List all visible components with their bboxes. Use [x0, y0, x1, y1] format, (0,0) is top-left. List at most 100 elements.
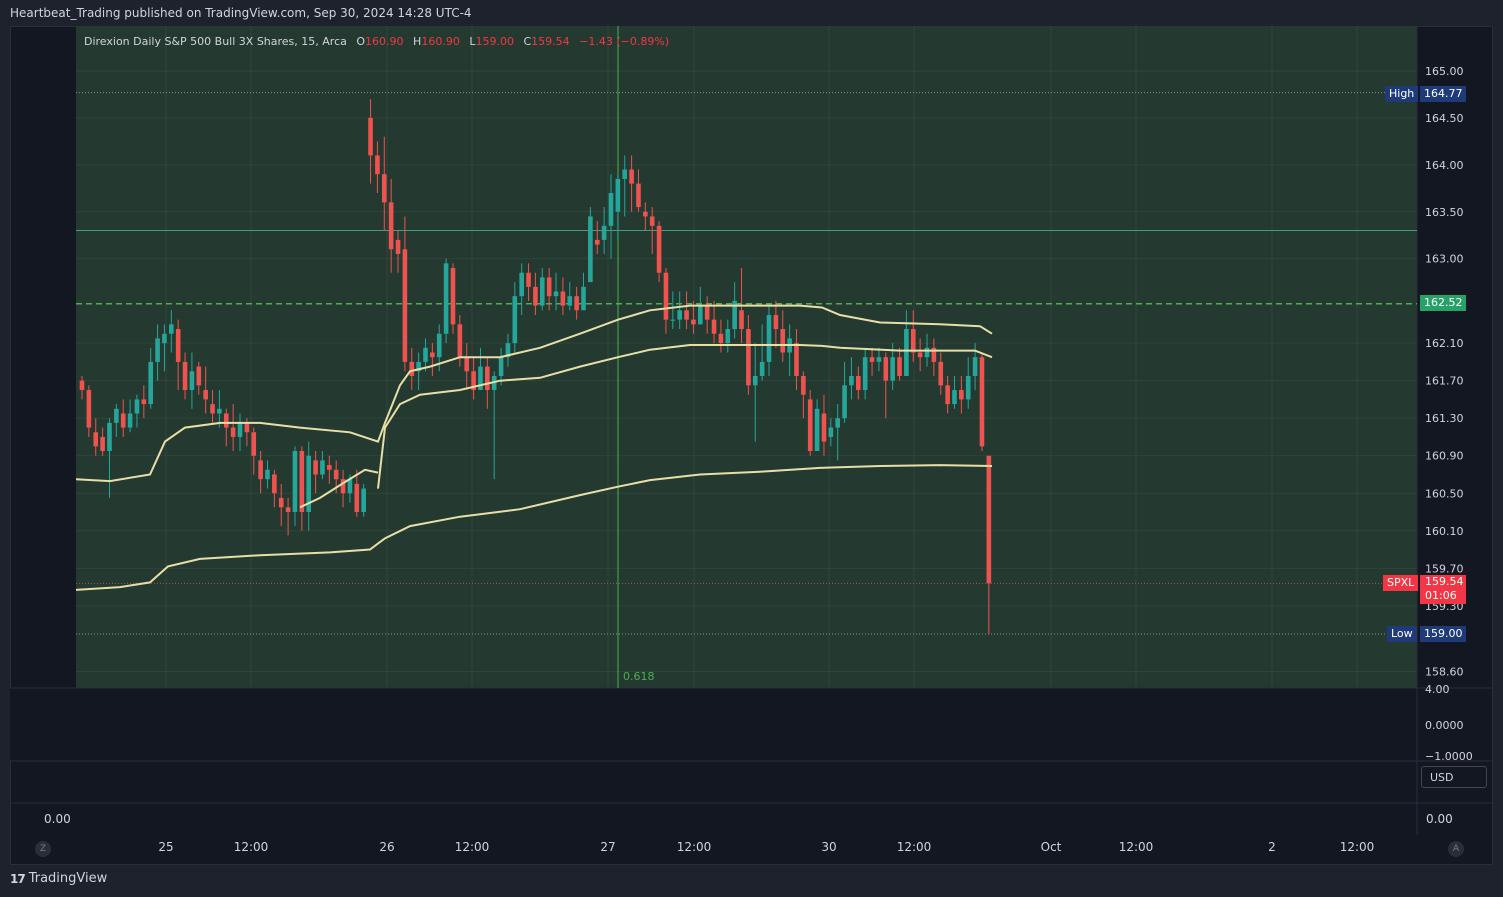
upper-band-line	[75, 304, 993, 483]
candle-body	[869, 357, 875, 362]
price-axis-label: 161.30	[1425, 412, 1464, 425]
candle-body	[711, 319, 717, 334]
candle-body	[395, 239, 401, 254]
auto-scale-button[interactable]: A	[1448, 841, 1464, 857]
anchored-band-line	[299, 468, 379, 509]
open-key: O	[356, 35, 366, 48]
published-line: Heartbeat_Trading published on TradingVi…	[10, 6, 472, 20]
candle-body	[354, 483, 360, 513]
ticker-tag: SPXL	[1383, 575, 1419, 591]
candle-body	[594, 239, 600, 245]
candle-body	[539, 277, 545, 306]
lower-band-line	[75, 464, 993, 591]
candle-body	[698, 305, 703, 325]
candle-body	[656, 225, 662, 273]
candle-body	[986, 455, 992, 584]
candle-body	[691, 319, 696, 325]
candle-body	[237, 422, 243, 437]
candle-body	[759, 361, 765, 376]
candle-body	[883, 357, 889, 381]
candle-body	[189, 371, 195, 391]
candle-body	[553, 291, 559, 297]
candle-body	[457, 324, 463, 358]
time-axis-label: 25	[158, 840, 173, 854]
price-axis-label: 162.10	[1425, 337, 1464, 350]
candle-body	[368, 117, 373, 156]
candle-body	[485, 366, 490, 391]
candle-body	[299, 451, 305, 513]
candle-body	[409, 361, 415, 376]
close-value: 159.54	[531, 35, 570, 48]
candle-body	[361, 488, 366, 513]
brand: 17 TradingView	[10, 871, 107, 886]
high-key: H	[413, 35, 422, 48]
candle-body	[649, 216, 655, 226]
candle-body	[890, 357, 895, 381]
candle-body	[965, 375, 971, 400]
price-axis-label: 163.00	[1425, 253, 1464, 266]
candle-body	[622, 169, 628, 179]
candle-body	[581, 286, 586, 311]
candle-body	[794, 343, 799, 376]
candle-body	[842, 385, 847, 419]
candle-body	[677, 310, 682, 320]
candle-body	[313, 460, 318, 475]
candle-body	[746, 329, 751, 386]
indicator-axis-label: 0.0000	[1425, 719, 1464, 732]
candle-body	[292, 451, 298, 513]
time-axis-label: 12:00	[234, 840, 269, 854]
candle-body	[917, 352, 923, 358]
candle-body	[780, 329, 786, 353]
candle-body	[924, 347, 930, 358]
zoom-left-button[interactable]: Z	[35, 841, 51, 857]
candle-body	[739, 310, 744, 330]
candle-body	[718, 333, 724, 344]
candle-body	[203, 390, 208, 400]
candle-body	[533, 286, 538, 306]
price-axis-label: 160.90	[1425, 450, 1464, 463]
indicator-axis-label: 4.00	[1425, 683, 1450, 696]
price-axis-label: 159.70	[1425, 562, 1464, 575]
time-axis-label: 2	[1268, 840, 1276, 854]
high-tag-value: 164.77	[1420, 86, 1466, 102]
candle-body	[574, 296, 579, 311]
candle-body	[567, 296, 573, 306]
time-axis-label: 12:00	[1340, 840, 1375, 854]
symbol-name: Direxion Daily S&P 500 Bull 3X Shares, 1…	[84, 35, 347, 48]
candle-body	[327, 465, 332, 470]
candle-body	[79, 380, 85, 391]
candle-body	[910, 329, 916, 353]
candle-body	[471, 371, 476, 391]
candle-body	[265, 469, 270, 480]
candle-body	[588, 216, 593, 283]
candle-body	[450, 268, 456, 325]
candle-body	[114, 408, 119, 423]
candle-body	[464, 357, 470, 372]
currency-selector[interactable]: USD	[1421, 766, 1487, 788]
candle-body	[381, 174, 387, 203]
candle-body	[663, 272, 669, 320]
candle-body	[766, 314, 772, 362]
pane-right-zero: 0.00	[1426, 812, 1453, 826]
price-axis-label: 161.70	[1425, 375, 1464, 388]
candle-body	[636, 183, 641, 208]
candle-body	[436, 333, 442, 358]
candle-body	[320, 460, 325, 475]
candle-body	[856, 375, 861, 391]
candle-body	[347, 479, 353, 494]
candle-body	[601, 225, 607, 240]
candle-body	[505, 343, 511, 358]
candle-body	[876, 357, 882, 362]
candle-body	[629, 169, 634, 184]
candle-body	[519, 272, 524, 297]
time-axis-label: 12:00	[677, 840, 712, 854]
candle-body	[821, 413, 827, 442]
candle-body	[945, 385, 950, 405]
candle-body	[615, 178, 621, 212]
time-axis-label: 12:00	[455, 840, 490, 854]
time-axis-label: Oct	[1041, 840, 1062, 854]
candle-body	[684, 310, 689, 320]
candle-body	[814, 408, 820, 452]
candle-body	[107, 422, 112, 452]
